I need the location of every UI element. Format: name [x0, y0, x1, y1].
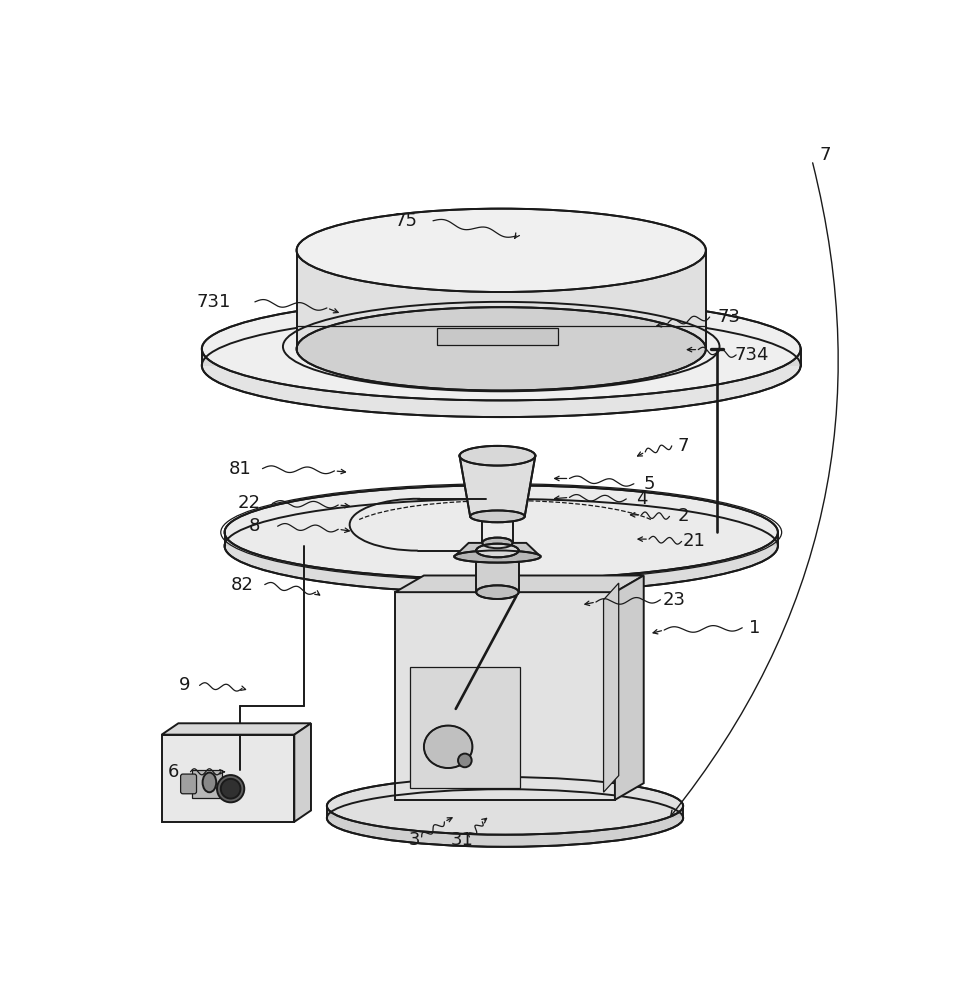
Text: 82: 82	[231, 576, 253, 594]
Polygon shape	[294, 723, 311, 822]
Polygon shape	[161, 735, 294, 822]
Ellipse shape	[470, 510, 525, 522]
Text: 5: 5	[643, 475, 655, 493]
Ellipse shape	[296, 307, 705, 391]
Polygon shape	[459, 456, 534, 516]
Polygon shape	[453, 543, 540, 557]
Text: 9: 9	[179, 676, 190, 694]
Polygon shape	[615, 575, 643, 800]
Ellipse shape	[453, 550, 540, 563]
Ellipse shape	[459, 446, 534, 466]
Text: 75: 75	[395, 212, 417, 230]
Text: 23: 23	[661, 591, 685, 609]
Polygon shape	[326, 806, 682, 818]
Polygon shape	[395, 575, 643, 592]
Text: 7: 7	[819, 146, 830, 164]
Polygon shape	[201, 349, 800, 366]
Polygon shape	[296, 250, 705, 349]
Ellipse shape	[296, 209, 705, 292]
Text: 73: 73	[716, 308, 740, 326]
Ellipse shape	[202, 773, 216, 792]
Polygon shape	[225, 532, 777, 546]
Ellipse shape	[476, 585, 518, 599]
Ellipse shape	[476, 544, 518, 557]
Ellipse shape	[225, 499, 777, 593]
Text: 22: 22	[237, 494, 261, 512]
Ellipse shape	[217, 775, 244, 802]
Text: 3: 3	[407, 831, 419, 849]
Text: 21: 21	[682, 532, 705, 550]
Polygon shape	[191, 770, 222, 798]
Polygon shape	[603, 583, 618, 792]
Ellipse shape	[326, 777, 682, 835]
Polygon shape	[161, 723, 311, 735]
Ellipse shape	[423, 726, 472, 768]
Ellipse shape	[225, 485, 777, 579]
Ellipse shape	[457, 754, 471, 767]
Text: 734: 734	[734, 346, 768, 364]
Text: 7: 7	[677, 437, 688, 455]
FancyArrowPatch shape	[670, 163, 837, 816]
Ellipse shape	[221, 779, 240, 799]
FancyBboxPatch shape	[437, 328, 558, 345]
Polygon shape	[395, 592, 615, 800]
Text: 731: 731	[195, 293, 231, 311]
Text: 4: 4	[635, 490, 647, 508]
Text: 1: 1	[748, 619, 760, 637]
Ellipse shape	[201, 297, 800, 400]
Polygon shape	[476, 550, 518, 592]
Text: 6: 6	[168, 763, 180, 781]
Text: 31: 31	[450, 831, 473, 849]
Ellipse shape	[482, 538, 512, 548]
Polygon shape	[410, 667, 520, 788]
FancyBboxPatch shape	[181, 774, 196, 794]
Text: 81: 81	[228, 460, 251, 478]
Ellipse shape	[326, 789, 682, 847]
Text: 8: 8	[249, 517, 260, 535]
Ellipse shape	[201, 314, 800, 417]
Text: 2: 2	[677, 507, 688, 525]
